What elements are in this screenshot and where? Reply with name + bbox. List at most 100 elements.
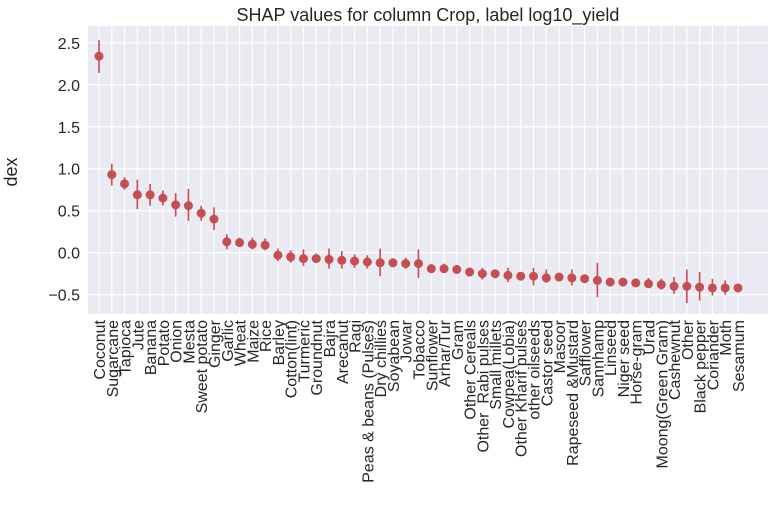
data-point xyxy=(196,208,206,218)
data-point xyxy=(273,250,283,260)
data-point xyxy=(490,269,500,279)
data-point xyxy=(644,279,654,289)
data-point xyxy=(528,271,538,281)
data-point xyxy=(209,214,219,224)
x-tick-label: Moth xyxy=(718,320,735,356)
data-point xyxy=(350,256,360,266)
x-tick-label: Garlic xyxy=(220,320,237,362)
y-tick-label: 2.0 xyxy=(58,78,80,95)
data-point xyxy=(682,281,692,291)
x-tick-label: Banana xyxy=(143,320,160,375)
data-point xyxy=(554,272,564,282)
x-tick-label: Castor seed xyxy=(539,320,556,406)
x-tick-label: Potato xyxy=(156,320,173,366)
y-tick-label: 2.5 xyxy=(58,36,80,53)
data-point xyxy=(452,264,462,274)
data-point xyxy=(567,273,577,283)
data-point xyxy=(362,257,372,267)
data-point xyxy=(656,280,666,290)
data-point xyxy=(222,237,232,247)
x-tick-label: Rice xyxy=(258,320,275,352)
x-tick-label: Barley xyxy=(271,320,288,365)
chart-title: SHAP values for column Crop, label log10… xyxy=(237,5,620,26)
x-tick-label: Cowpea(Lobia) xyxy=(501,320,518,429)
data-point xyxy=(388,258,398,268)
x-tick-label: Other Rabi pulses xyxy=(475,320,492,453)
x-tick-label: Ragi xyxy=(348,320,365,353)
data-point xyxy=(465,267,475,277)
y-tick-label: 1.5 xyxy=(58,120,80,137)
data-point xyxy=(94,51,104,61)
data-point xyxy=(503,270,513,280)
x-tick-label: Tapioca xyxy=(118,320,135,375)
data-point xyxy=(120,179,130,189)
data-point xyxy=(171,200,181,210)
x-tick-label: Turmeric xyxy=(296,320,313,383)
x-tick-label: Niger seed xyxy=(616,320,633,397)
x-tick-label: Safflower xyxy=(578,319,595,386)
x-tick-label: Ginger xyxy=(207,319,224,368)
data-point xyxy=(707,283,717,293)
x-tick-label: Other xyxy=(680,319,697,360)
data-point xyxy=(260,240,270,250)
x-axis-ticks: CoconutSugarcaneTapiocaJuteBananaPotatoO… xyxy=(92,319,748,482)
x-tick-label: Sugarcane xyxy=(105,320,122,397)
x-tick-label: Coriander xyxy=(705,319,722,390)
data-point xyxy=(720,283,730,293)
data-point xyxy=(145,190,155,200)
data-point xyxy=(477,269,487,279)
x-tick-label: Other Kharif pulses xyxy=(514,320,531,457)
data-point xyxy=(618,277,628,287)
x-tick-label: Bajra xyxy=(322,320,339,357)
data-point xyxy=(516,271,526,281)
x-tick-label: Gram xyxy=(450,320,467,360)
x-tick-label: Peas & beans (Pulses) xyxy=(360,320,377,483)
x-tick-label: Other Cereals xyxy=(463,320,480,420)
x-tick-label: Sannhamp xyxy=(590,320,607,397)
x-tick-label: Cashewnut xyxy=(667,319,684,400)
data-point xyxy=(235,238,245,248)
data-point xyxy=(247,239,257,249)
data-point xyxy=(669,281,679,291)
x-tick-label: Arhar/Tur xyxy=(437,319,454,387)
x-tick-label: Moong(Green Gram) xyxy=(654,320,671,469)
data-point xyxy=(324,254,334,264)
x-tick-label: Soyabean xyxy=(386,320,403,392)
data-point xyxy=(592,275,602,285)
x-tick-label: Rapeseed &Mustard xyxy=(565,320,582,466)
x-tick-label: Sesamum xyxy=(731,320,748,392)
x-tick-label: Dry chillies xyxy=(373,320,390,397)
x-tick-label: Tobacco xyxy=(411,320,428,380)
data-point xyxy=(311,254,321,264)
x-tick-label: Mesta xyxy=(181,320,198,364)
data-point xyxy=(107,170,117,180)
x-tick-label: Onion xyxy=(169,320,186,363)
x-tick-label: Masoor xyxy=(552,319,569,373)
data-point xyxy=(286,252,296,262)
x-tick-label: Urad xyxy=(642,320,659,355)
y-axis-label: dex xyxy=(1,157,21,186)
x-tick-label: Jute xyxy=(130,320,147,350)
x-tick-label: other oilseeds xyxy=(526,320,543,420)
data-point xyxy=(695,282,705,292)
y-tick-label: 1.0 xyxy=(58,162,80,179)
y-tick-label: 0.5 xyxy=(58,204,80,221)
data-point xyxy=(426,264,436,274)
y-tick-label: −0.5 xyxy=(48,288,80,305)
data-point xyxy=(401,259,411,269)
x-tick-label: Groundnut xyxy=(309,319,326,395)
data-point xyxy=(413,259,423,269)
data-point xyxy=(158,193,168,203)
data-point xyxy=(298,254,308,264)
data-point xyxy=(337,255,347,265)
x-tick-label: Sunflower xyxy=(424,319,441,391)
y-tick-label: 0.0 xyxy=(58,246,80,263)
data-point xyxy=(605,277,615,287)
data-point xyxy=(733,283,743,293)
data-point xyxy=(541,273,551,283)
data-points xyxy=(94,40,743,304)
data-point xyxy=(183,201,193,211)
x-tick-label: Linseed xyxy=(603,320,620,376)
x-tick-label: Wheat xyxy=(233,319,250,366)
data-point xyxy=(375,258,385,268)
